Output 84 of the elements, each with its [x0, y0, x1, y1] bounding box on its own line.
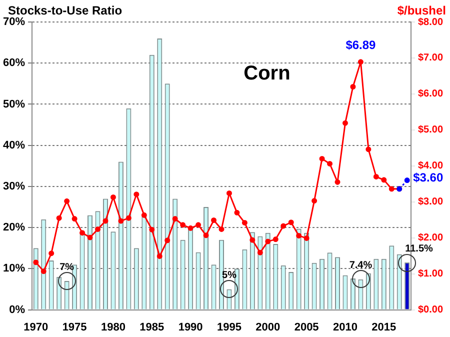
data-label: $3.60 [413, 170, 444, 185]
y2-tick-label: $1.00 [418, 268, 444, 280]
point [196, 222, 202, 228]
point [33, 260, 39, 266]
point [319, 156, 325, 162]
y2-tick-label: $8.00 [418, 16, 444, 28]
y-tick-label: 0% [9, 304, 26, 316]
point [95, 226, 101, 232]
point [272, 236, 278, 242]
y2-tick-label: $2.00 [418, 232, 444, 244]
y2-tick-label: $6.00 [418, 88, 444, 100]
point [211, 217, 217, 223]
point [118, 218, 124, 224]
y-tick-label: 20% [2, 222, 26, 234]
point [102, 218, 108, 224]
point [48, 250, 54, 256]
point [350, 84, 356, 90]
point [134, 192, 140, 198]
x-tick-label: 2015 [372, 321, 396, 334]
point [180, 222, 186, 228]
point [164, 238, 170, 244]
x-tick-label: 2000 [256, 321, 280, 334]
point [126, 215, 132, 221]
y-tick-label: 70% [2, 16, 26, 28]
point [80, 230, 86, 236]
y-tick-label: 30% [2, 180, 26, 192]
point [87, 234, 93, 240]
y-tick-label: 50% [2, 98, 26, 110]
x-tick-label: 2010 [332, 321, 358, 334]
y-tick-label: 40% [2, 139, 26, 152]
point [40, 268, 46, 274]
y2-tick-label: $4.00 [418, 160, 444, 172]
point [64, 198, 70, 204]
point [327, 160, 333, 166]
point [156, 253, 162, 259]
point [388, 186, 394, 192]
x-tick-label: 1975 [62, 321, 87, 334]
y-tick-label: 60% [2, 57, 26, 70]
y2-tick-label: $5.00 [418, 124, 444, 136]
x-tick-label: 1970 [24, 321, 48, 334]
x-tick-label: 1995 [216, 321, 242, 334]
point [257, 250, 263, 256]
text: Corn [244, 62, 290, 85]
y2-tick-label: $3.00 [418, 196, 444, 208]
annotation: 5% [222, 270, 237, 281]
point [218, 226, 224, 232]
annotation: 7.4% [349, 260, 372, 272]
data-label: $6.89 [346, 38, 376, 52]
x-tick-label: 1990 [178, 321, 203, 334]
point [250, 237, 256, 243]
point [280, 223, 286, 229]
point [72, 216, 78, 222]
point [358, 59, 364, 65]
point [234, 210, 240, 216]
y2-tick-label: $7.00 [418, 52, 444, 64]
point [342, 120, 348, 126]
point [366, 146, 372, 152]
point [304, 235, 310, 241]
y-tick-label: 10% [2, 262, 26, 275]
point [141, 212, 147, 218]
point [110, 194, 116, 200]
y2-axis-title: $/bushel [397, 3, 446, 18]
point [188, 225, 194, 231]
x-tick-label: 1985 [140, 321, 164, 334]
point [334, 179, 340, 185]
x-tick-label: 2005 [294, 321, 319, 334]
point [296, 232, 302, 238]
point [404, 178, 410, 184]
point [172, 216, 178, 222]
annotation: 11.5% [405, 243, 434, 254]
point [242, 220, 248, 226]
point [312, 198, 318, 204]
point [203, 232, 209, 238]
point [149, 226, 155, 232]
point [381, 177, 387, 183]
y-axis-title: Stocks-to-Use Ratio [8, 3, 122, 18]
annotation: 7% [60, 262, 74, 273]
point [373, 174, 379, 180]
point [265, 238, 271, 244]
point [226, 190, 232, 196]
x-tick-label: 1980 [100, 321, 126, 334]
y2-tick-label: $0.00 [418, 304, 444, 316]
point [56, 215, 62, 221]
point [288, 220, 294, 226]
